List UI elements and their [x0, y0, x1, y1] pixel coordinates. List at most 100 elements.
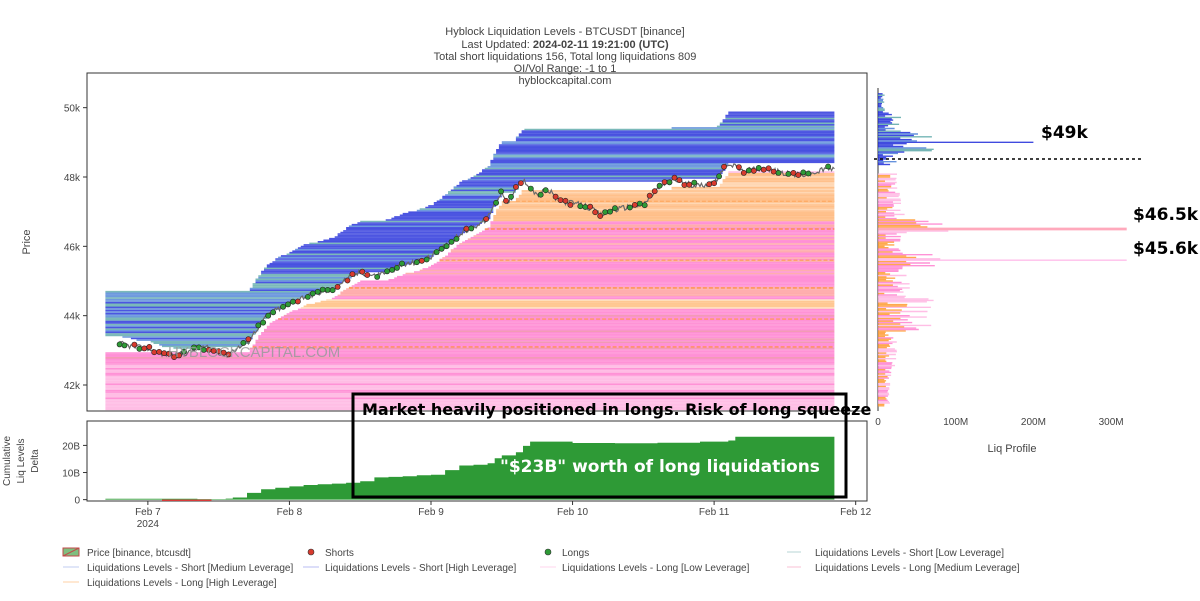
- short-dot: [651, 188, 658, 195]
- long-dot: [641, 202, 648, 209]
- short-dot: [364, 272, 371, 278]
- legend-label: Liquidations Levels - Short [Low Leverag…: [815, 548, 1004, 559]
- oi-vol-range: OI/Vol Range: -1 to 1: [514, 63, 617, 75]
- short-dot: [567, 201, 574, 208]
- long-dot: [314, 288, 321, 295]
- short-dot: [676, 177, 683, 183]
- long-dot: [498, 188, 504, 195]
- level-label-45-6k: $45.6k: [1133, 239, 1199, 259]
- legend-item-long-medium[interactable]: Liquidations Levels - Long [Medium Lever…: [787, 563, 1020, 574]
- delta-plot-area: [105, 436, 835, 501]
- long-dot: [260, 319, 267, 326]
- long-dot: [825, 163, 831, 170]
- long-dot: [285, 301, 291, 308]
- short-dot: [592, 209, 599, 216]
- delta-plot-frame: [86, 420, 868, 502]
- short-dot: [721, 163, 727, 170]
- legend-item-shorts[interactable]: Shorts: [307, 548, 354, 559]
- long-dot: [666, 179, 673, 186]
- long-dot: [627, 204, 633, 211]
- short-dot: [795, 172, 802, 178]
- short-dot: [587, 203, 594, 210]
- last-updated: Last Updated: 2024-02-11 19:21:00 (UTC): [461, 39, 669, 51]
- short-dot: [770, 168, 777, 175]
- long-dot: [577, 203, 584, 210]
- time-tick-label: Feb 8: [277, 507, 303, 518]
- long-dot: [181, 348, 187, 355]
- time-tick-label: Feb 10: [557, 507, 589, 518]
- short-dot: [646, 192, 653, 199]
- legend-item-long-low[interactable]: Liquidations Levels - Long [Low Leverage…: [540, 563, 750, 574]
- legend-label: Liquidations Levels - Short [Medium Leve…: [87, 563, 293, 574]
- long-dot: [290, 298, 296, 305]
- time-tick-label: Feb 7: [135, 507, 161, 518]
- legend-item-long-high[interactable]: Liquidations Levels - Long [High Leverag…: [63, 578, 277, 589]
- short-dot: [736, 164, 742, 170]
- short-dot: [161, 350, 168, 357]
- long-dot: [612, 205, 618, 212]
- legend-item-price[interactable]: Price [binance, btcusdt]: [62, 547, 191, 559]
- legend-label: Shorts: [325, 548, 354, 559]
- long-dot: [800, 169, 807, 176]
- time-tick-label: Feb 12: [840, 507, 872, 518]
- main-plot-area: [105, 111, 835, 411]
- short-dot: [151, 349, 158, 356]
- short-dot: [552, 193, 559, 200]
- short-dot: [765, 165, 772, 172]
- long-dot: [433, 249, 440, 255]
- long-dot: [527, 185, 534, 192]
- short-dot: [681, 182, 688, 188]
- short-dot: [557, 197, 564, 203]
- long-dot: [265, 312, 272, 319]
- long-dot: [384, 268, 390, 275]
- site-link: hyblockcapital.com: [519, 75, 612, 87]
- legend-item-short-high[interactable]: Liquidations Levels - Short [High Levera…: [303, 563, 516, 574]
- annotation-box: [351, 392, 848, 499]
- short-dot: [671, 174, 678, 181]
- long-dot: [582, 204, 589, 210]
- legend-item-short-medium[interactable]: Liquidations Levels - Short [Medium Leve…: [63, 563, 293, 574]
- legend-label: Longs: [562, 548, 589, 559]
- short-dot: [359, 268, 366, 275]
- long-dot: [443, 243, 450, 250]
- chart-title: Hyblock Liquidation Levels - BTCUSDT [bi…: [445, 26, 684, 38]
- short-dot: [562, 197, 569, 204]
- long-dot: [304, 293, 311, 300]
- short-dot: [518, 180, 524, 186]
- legend-label: Price [binance, btcusdt]: [87, 548, 191, 559]
- long-dot: [329, 287, 336, 294]
- time-tick-label: Feb 9: [418, 507, 444, 518]
- long-dot: [309, 290, 316, 297]
- long-dot: [805, 170, 812, 177]
- long-dot: [270, 309, 277, 316]
- long-dot: [755, 164, 762, 171]
- long-dot: [394, 264, 400, 271]
- short-dot: [156, 348, 163, 355]
- long-dot: [324, 286, 331, 293]
- long-dot: [374, 273, 381, 280]
- short-dot: [597, 213, 604, 219]
- delta-axis-label: Liq Levels: [16, 438, 27, 483]
- main-plot-frame: [86, 72, 868, 412]
- delta-tick-label: 10B: [62, 469, 80, 480]
- level-label-46-5k: $46.5k: [1133, 205, 1199, 225]
- profile-axis-label: Liq Profile: [988, 443, 1037, 455]
- long-dot: [493, 199, 499, 206]
- long-dot: [453, 235, 460, 242]
- price-tick-label: 48k: [64, 173, 81, 184]
- time-tick-label: 2024: [137, 519, 160, 530]
- long-dot: [413, 259, 420, 266]
- delta-axis-label: Cumulative: [2, 436, 13, 486]
- legend-item-longs[interactable]: Longs: [544, 548, 589, 559]
- legend-label: Liquidations Levels - Long [Low Leverage…: [562, 563, 750, 574]
- long-dot: [116, 341, 123, 348]
- short-dot: [750, 167, 757, 174]
- short-dot: [294, 298, 301, 305]
- long-dot: [121, 342, 128, 349]
- legend-label: Liquidations Levels - Short [High Levera…: [325, 563, 516, 574]
- profile-tick-label: 200M: [1021, 417, 1046, 428]
- legend-item-short-low[interactable]: Liquidations Levels - Short [Low Leverag…: [787, 548, 1004, 559]
- long-dot: [423, 256, 430, 263]
